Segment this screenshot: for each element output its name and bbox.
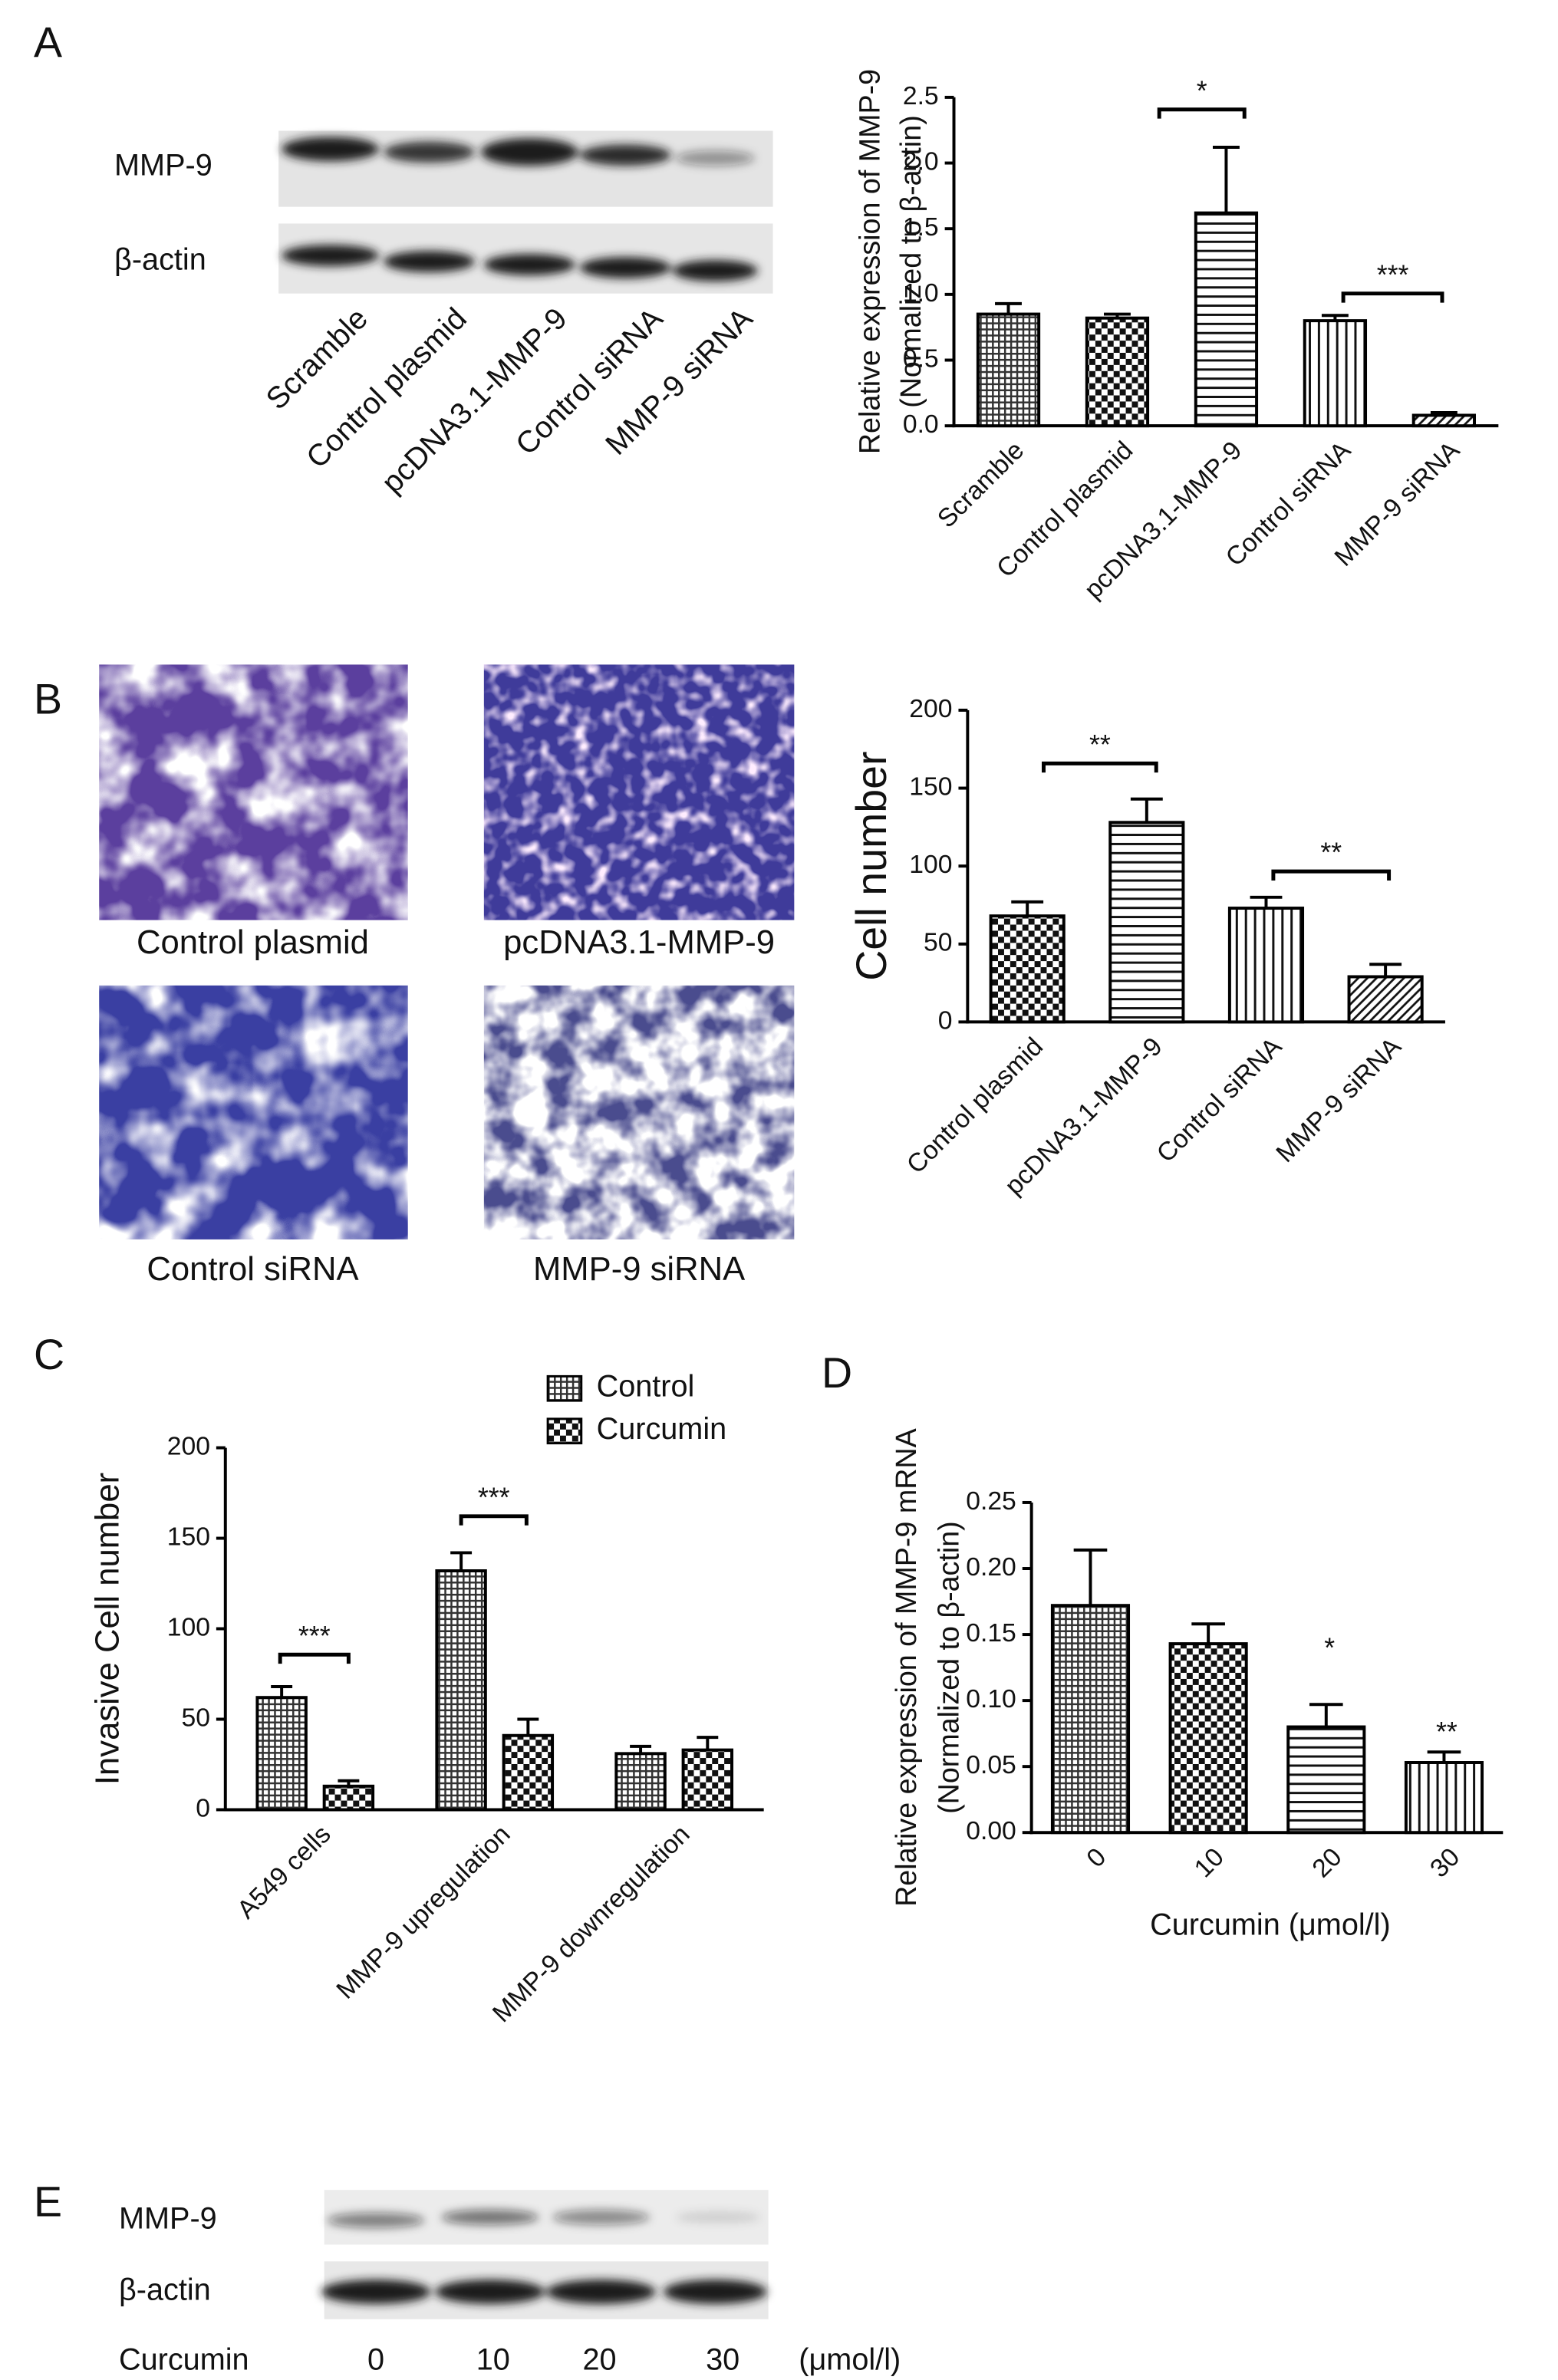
- y-tick-label: 0.0: [903, 410, 939, 439]
- bar: [1168, 1642, 1248, 1835]
- y-tick-label: 0.20: [966, 1552, 1016, 1582]
- significance-bracket: [1042, 761, 1158, 773]
- significance-label: ***: [478, 1482, 510, 1513]
- bar: [1085, 316, 1150, 428]
- bar: [614, 1752, 667, 1812]
- unit-label: (μmol/l): [799, 2343, 901, 2377]
- significance-label: ***: [1377, 259, 1409, 290]
- y-tick-label: 0.15: [966, 1618, 1016, 1648]
- significance-bracket: [278, 1652, 351, 1664]
- significance-label: **: [1320, 838, 1342, 868]
- y-axis-label: (Normalized to β-actin): [894, 115, 927, 408]
- bar: [502, 1733, 555, 1812]
- micrograph: [99, 664, 408, 920]
- micrograph: [99, 985, 408, 1239]
- dose-label: 0: [367, 2343, 384, 2377]
- y-tick-label: 50: [181, 1703, 209, 1732]
- bar: [1404, 1761, 1484, 1835]
- y-axis-label: (Normalized to β-actin): [933, 1521, 965, 1814]
- significance-label: *: [1324, 1633, 1335, 1664]
- panel-label: E: [34, 2178, 62, 2226]
- panel-label: B: [34, 676, 62, 723]
- y-tick-label: 100: [909, 850, 952, 879]
- y-tick-label: 100: [167, 1612, 210, 1641]
- significance-bracket: [1157, 107, 1247, 119]
- panel-label: D: [822, 1349, 852, 1397]
- y-tick-label: 2.5: [903, 81, 939, 110]
- blot-row-label: MMP-9: [119, 2201, 217, 2235]
- bar: [989, 914, 1066, 1024]
- western-blot: [278, 130, 773, 294]
- micrograph: [483, 985, 795, 1239]
- y-tick-label: 1.5: [903, 212, 939, 242]
- significance-label: **: [1089, 729, 1111, 760]
- y-tick-label: 150: [167, 1522, 210, 1551]
- western-blot: [321, 2190, 769, 2319]
- bar: [322, 1784, 375, 1812]
- bar: [1303, 319, 1368, 428]
- panel-label: C: [34, 1331, 64, 1378]
- dose-label: 30: [706, 2343, 739, 2377]
- y-tick-label: 0: [196, 1793, 210, 1822]
- y-axis-label: Relative expression of MMP-9 mRNA: [890, 1427, 922, 1906]
- y-tick-label: 0.00: [966, 1816, 1016, 1845]
- y-tick-label: 200: [909, 694, 952, 723]
- y-tick-label: 0.05: [966, 1750, 1016, 1779]
- y-axis-label: Relative expression of MMP-9: [853, 69, 885, 454]
- legend-label: Control: [597, 1370, 695, 1404]
- y-tick-label: 0.5: [903, 344, 939, 373]
- dose-label: 20: [582, 2343, 616, 2377]
- y-tick-label: 2.0: [903, 146, 939, 176]
- bar: [1411, 413, 1476, 428]
- y-tick-label: 0: [938, 1006, 953, 1035]
- bar: [255, 1696, 308, 1812]
- blot-row-label: MMP-9: [114, 149, 212, 183]
- bar: [681, 1748, 734, 1812]
- significance-bracket: [459, 1514, 529, 1526]
- legend-label: Curcumin: [597, 1412, 727, 1446]
- bar: [1347, 975, 1424, 1024]
- micrograph: [483, 664, 795, 920]
- significance-bracket: [1341, 291, 1444, 303]
- bar: [1108, 821, 1185, 1024]
- dose-label: 10: [476, 2343, 510, 2377]
- legend-swatch: [546, 1417, 583, 1445]
- significance-label: **: [1436, 1717, 1458, 1747]
- y-tick-label: 50: [924, 928, 952, 957]
- micrograph-caption: MMP-9 siRNA: [533, 1251, 745, 1288]
- y-tick-label: 0.10: [966, 1684, 1016, 1713]
- treatment-label: Curcumin: [119, 2343, 249, 2377]
- micrograph-caption: Control plasmid: [137, 924, 369, 961]
- significance-label: *: [1197, 75, 1207, 106]
- bar: [435, 1569, 487, 1812]
- y-axis-label: Cell number: [848, 752, 895, 981]
- bar: [976, 312, 1041, 428]
- bar: [1286, 1725, 1366, 1835]
- y-tick-label: 150: [909, 772, 952, 801]
- blot-row-label: β-actin: [114, 243, 206, 277]
- significance-label: ***: [298, 1621, 331, 1651]
- panel-label: A: [34, 18, 62, 66]
- bar: [1194, 211, 1259, 428]
- x-axis-label: Curcumin (μmol/l): [1150, 1908, 1391, 1942]
- micrograph-caption: pcDNA3.1-MMP-9: [503, 924, 775, 961]
- y-tick-label: 0.25: [966, 1486, 1016, 1516]
- legend-swatch: [546, 1374, 583, 1402]
- blot-row-label: β-actin: [119, 2273, 211, 2306]
- bar: [1050, 1604, 1131, 1835]
- bar: [1227, 907, 1305, 1024]
- y-tick-label: 1.0: [903, 278, 939, 308]
- micrograph-caption: Control siRNA: [147, 1251, 358, 1288]
- significance-bracket: [1271, 869, 1392, 881]
- y-axis-label: Invasive Cell number: [90, 1473, 127, 1785]
- y-tick-label: 200: [167, 1431, 210, 1460]
